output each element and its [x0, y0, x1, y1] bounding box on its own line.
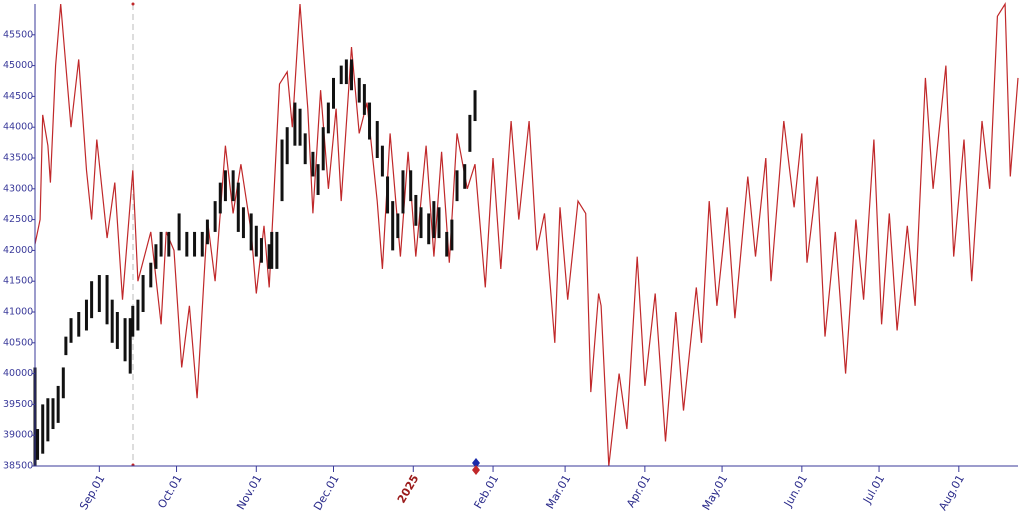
y-tick-label: 39000: [3, 430, 33, 441]
y-tick-label: 41500: [3, 276, 33, 287]
y-tick-label: 41000: [3, 307, 33, 318]
y-tick-label: 43500: [3, 153, 33, 164]
y-tick-label: 40000: [3, 368, 33, 379]
y-tick-label: 40500: [3, 337, 33, 348]
y-tick-label: 45000: [3, 60, 33, 71]
y-tick-label: 44500: [3, 91, 33, 102]
y-tick-label: 42000: [3, 245, 33, 256]
y-tick-label: 38500: [3, 461, 33, 472]
y-tick-label: 42500: [3, 214, 33, 225]
y-tick-label: 45500: [3, 29, 33, 40]
forecast-line: [34, 2, 1019, 467]
y-tick-label: 44000: [3, 122, 33, 133]
marker-red: [472, 465, 480, 475]
y-tick-label: 43000: [3, 183, 33, 194]
cursor-dot: [131, 2, 135, 6]
marker-blue: [472, 458, 480, 468]
y-tick-label: 39500: [3, 399, 33, 410]
plot-area: [33, 2, 1019, 467]
